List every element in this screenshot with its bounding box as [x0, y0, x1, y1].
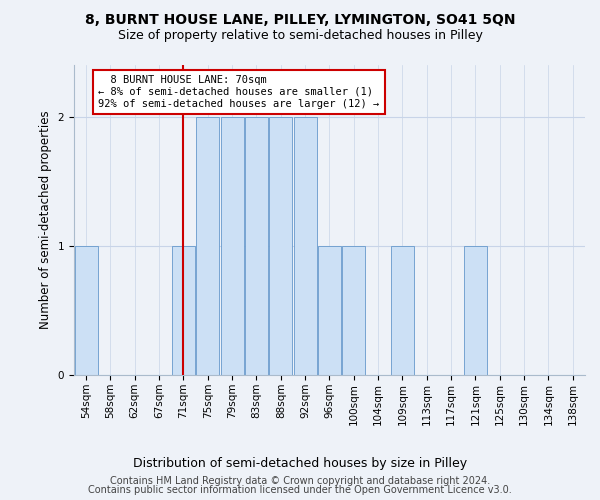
Bar	[74, 246, 98, 375]
Bar	[221, 116, 244, 375]
Bar	[172, 246, 195, 375]
Bar	[391, 246, 414, 375]
Text: Size of property relative to semi-detached houses in Pilley: Size of property relative to semi-detach…	[118, 29, 482, 42]
Bar	[196, 116, 220, 375]
Text: Contains public sector information licensed under the Open Government Licence v3: Contains public sector information licen…	[88, 485, 512, 495]
Y-axis label: Number of semi-detached properties: Number of semi-detached properties	[39, 111, 52, 330]
Text: Contains HM Land Registry data © Crown copyright and database right 2024.: Contains HM Land Registry data © Crown c…	[110, 476, 490, 486]
Text: 8 BURNT HOUSE LANE: 70sqm
← 8% of semi-detached houses are smaller (1)
92% of se: 8 BURNT HOUSE LANE: 70sqm ← 8% of semi-d…	[98, 76, 379, 108]
Bar	[318, 246, 341, 375]
Bar	[269, 116, 292, 375]
Bar	[293, 116, 317, 375]
Text: Distribution of semi-detached houses by size in Pilley: Distribution of semi-detached houses by …	[133, 458, 467, 470]
Bar	[342, 246, 365, 375]
Text: 8, BURNT HOUSE LANE, PILLEY, LYMINGTON, SO41 5QN: 8, BURNT HOUSE LANE, PILLEY, LYMINGTON, …	[85, 12, 515, 26]
Bar	[245, 116, 268, 375]
Bar	[464, 246, 487, 375]
